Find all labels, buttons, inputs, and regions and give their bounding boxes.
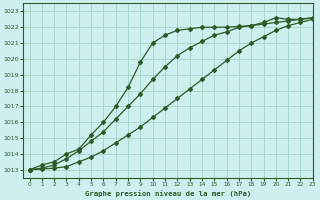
X-axis label: Graphe pression niveau de la mer (hPa): Graphe pression niveau de la mer (hPa) bbox=[85, 190, 251, 197]
